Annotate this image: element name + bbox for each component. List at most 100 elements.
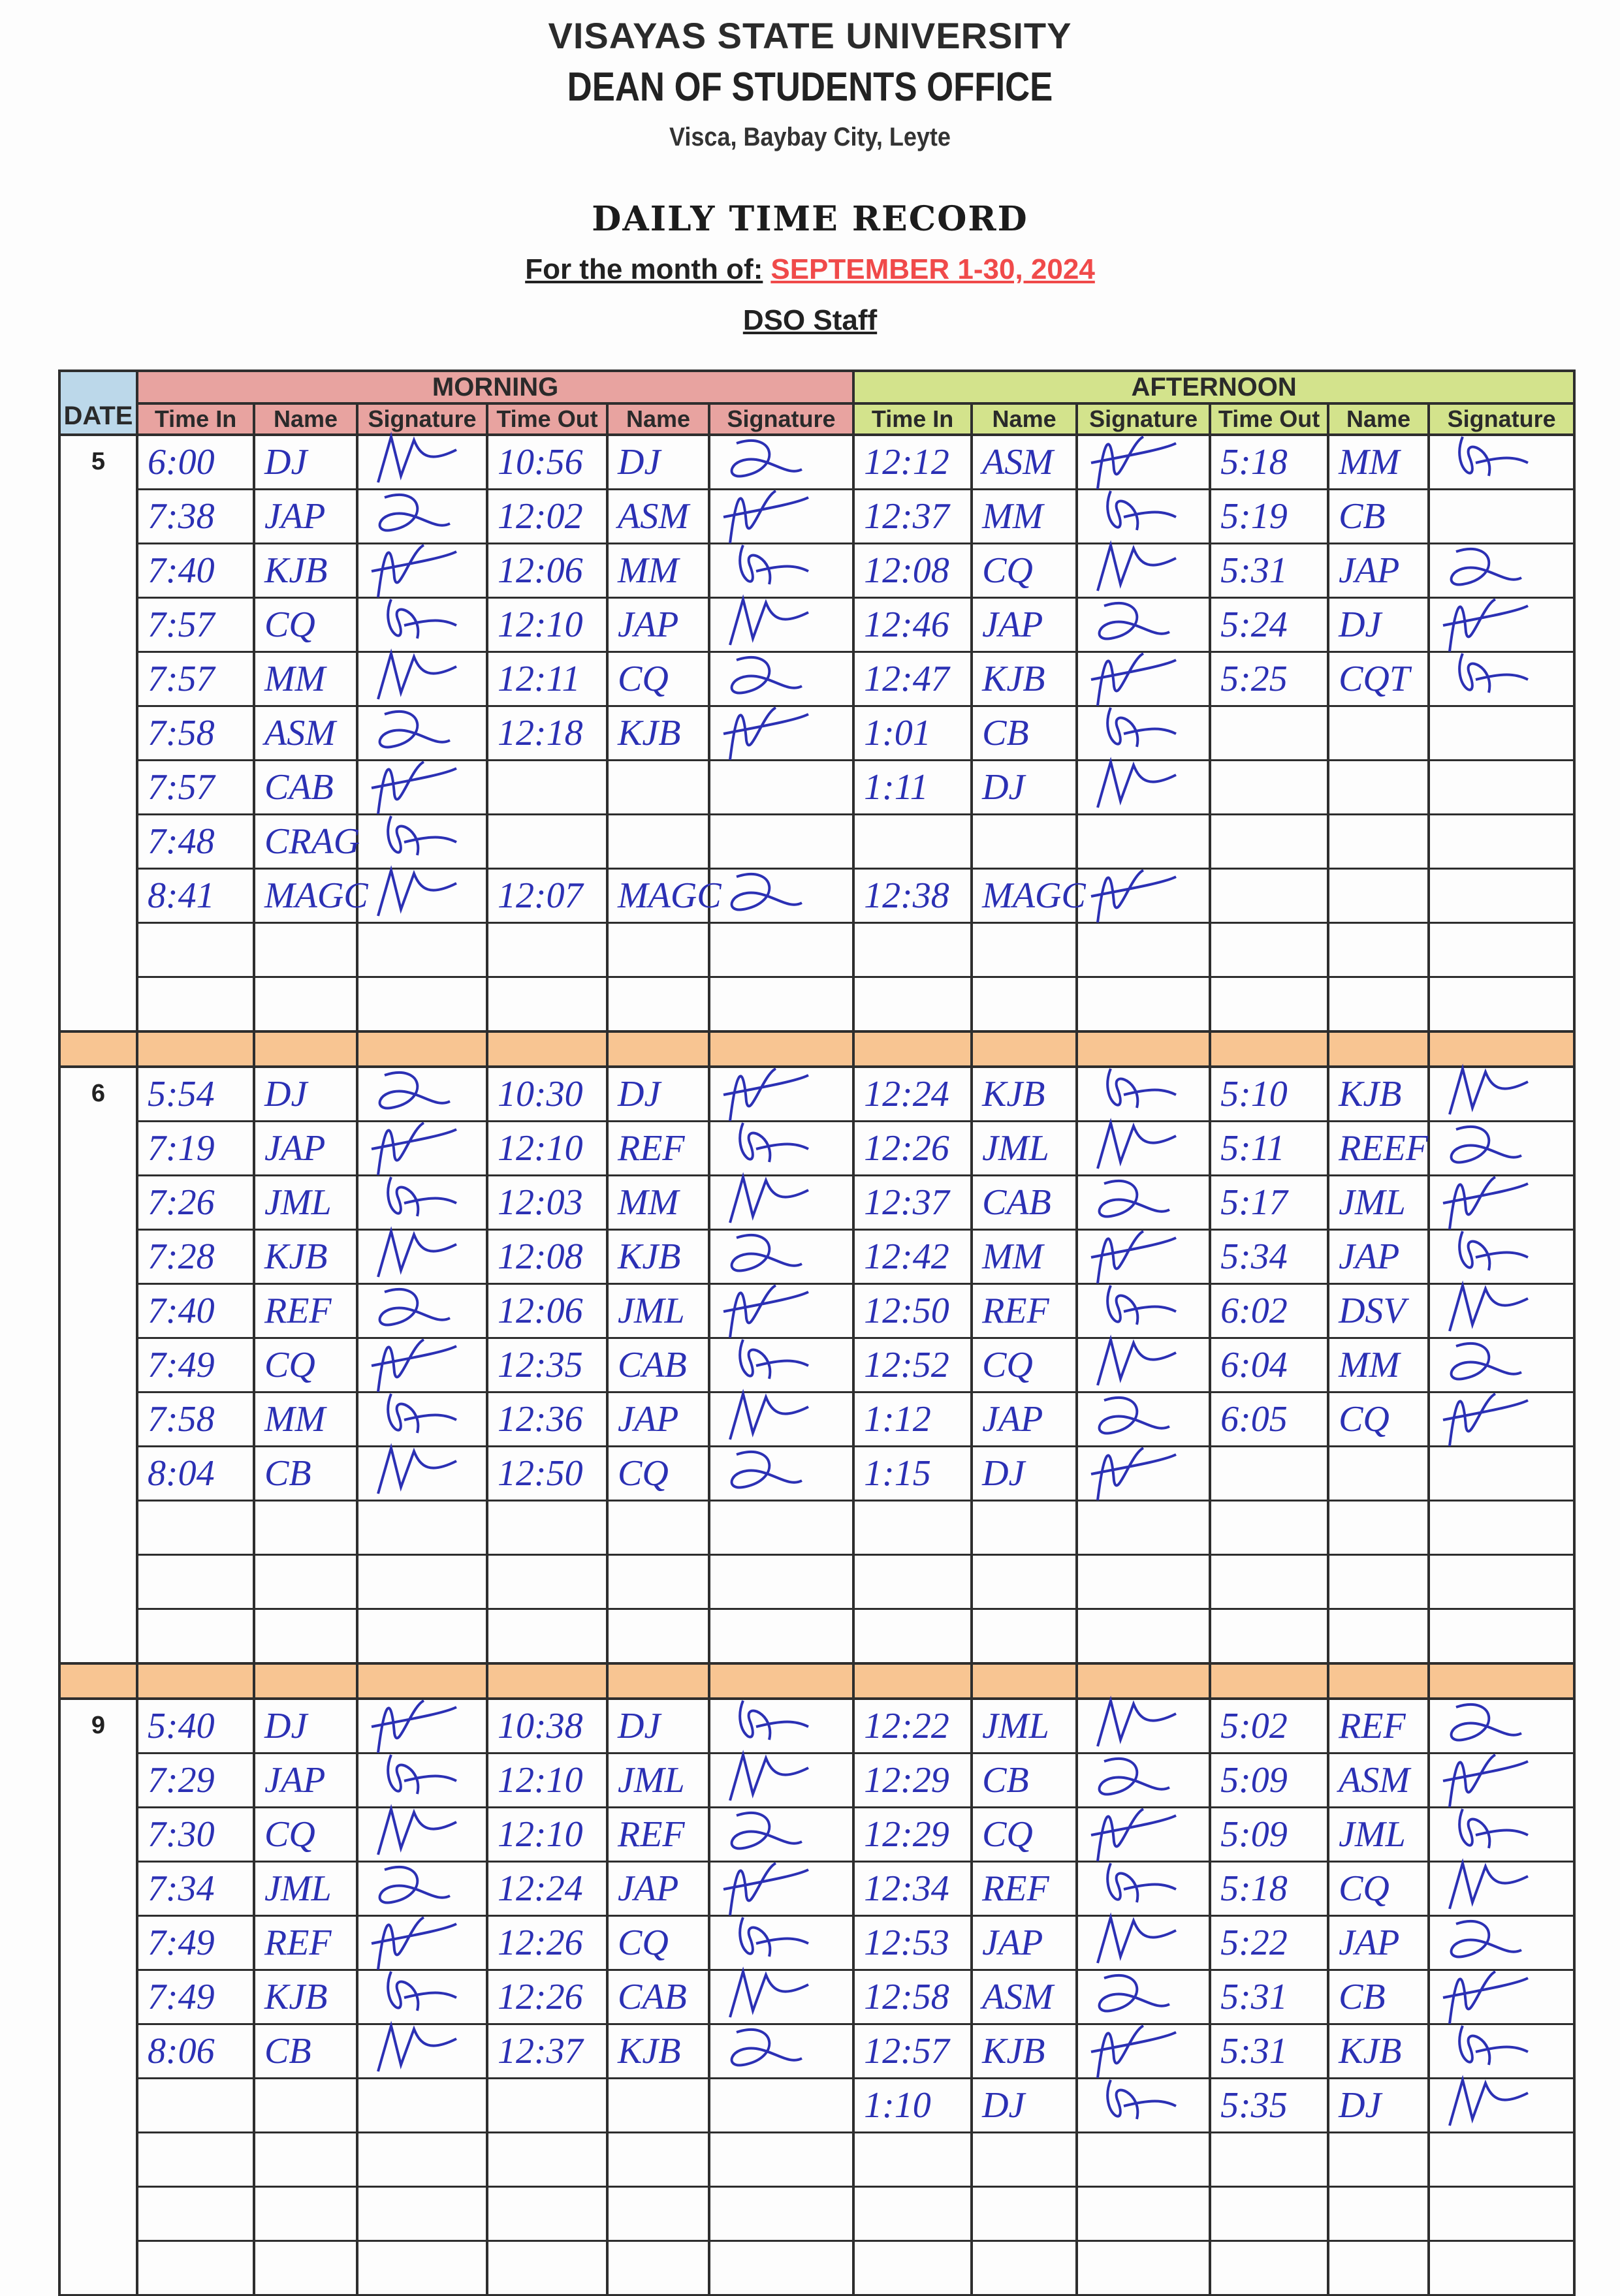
month-label: For the month of: [525, 253, 763, 285]
signature-cell [356, 488, 488, 544]
name-cell: DJ [606, 1697, 710, 1754]
time-out-cell [486, 1554, 609, 1610]
signature-cell [1075, 922, 1212, 978]
handwritten-signature [1458, 653, 1529, 693]
handwritten-signature [1458, 1808, 1529, 1849]
name-cell [253, 976, 358, 1033]
handwritten-signature [387, 599, 457, 639]
signature-cell [356, 1065, 488, 1122]
handwritten-signature [1442, 598, 1529, 652]
separator-cell [58, 1662, 138, 1700]
date-header: DATE [58, 370, 138, 436]
name-cell: CQ [970, 1337, 1079, 1393]
name-cell: JML [253, 1861, 358, 1917]
signature-cell [356, 1861, 488, 1917]
time-out-cell: 12:10 [486, 1752, 609, 1808]
office-address: Visca, Baybay City, Leyte [669, 123, 951, 151]
name-cell: KJB [970, 1065, 1079, 1122]
time-out-cell: 5:19 [1209, 488, 1330, 544]
signature-cell [707, 1608, 855, 1665]
signature-cell [1427, 1858, 1576, 1917]
handwritten-signature [1448, 1858, 1529, 1910]
signature-cell [1427, 2131, 1576, 2188]
signature-cell [707, 2077, 855, 2133]
time-out-cell: 10:56 [486, 433, 609, 490]
time-in-cell: 7:57 [136, 597, 255, 653]
signature-cell [1427, 488, 1576, 544]
name-cell: ASM [970, 433, 1079, 490]
time-out-cell [1209, 813, 1330, 870]
table-row: 7:49 KJB 12:26 CAB 12:58 ASM 5:31 CB [59, 1966, 1576, 2025]
signature-cell [707, 1750, 855, 1808]
column-header-signature: Signature [1075, 402, 1212, 436]
time-in-cell: 7:34 [136, 1861, 255, 1917]
name-cell [606, 813, 710, 870]
signature-cell [356, 597, 488, 653]
name-cell: JML [970, 1120, 1079, 1176]
name-cell [970, 1554, 1079, 1610]
name-cell: MM [970, 488, 1079, 544]
table-row: 7:38 JAP 12:02 ASM 12:37 MM 5:19 CB [59, 488, 1576, 544]
signature-cell [707, 1500, 855, 1556]
name-cell: KJB [606, 1229, 710, 1285]
separator-cell [136, 1030, 255, 1068]
signature-cell [707, 433, 855, 490]
signature-cell [356, 865, 488, 924]
time-out-cell: 5:11 [1209, 1120, 1330, 1176]
time-out-cell [486, 2131, 609, 2188]
time-in-cell: 7:19 [136, 1120, 255, 1176]
name-cell: CB [253, 2023, 358, 2079]
time-out-cell: 5:10 [1209, 1065, 1330, 1122]
time-in-cell: 12:37 [852, 488, 974, 544]
signature-cell [707, 1337, 855, 1393]
name-cell [253, 2131, 358, 2188]
handwritten-signature [1090, 869, 1177, 923]
name-cell: REF [606, 1806, 710, 1863]
signature-cell [1427, 922, 1576, 978]
signature-cell [1075, 1445, 1212, 1502]
name-cell [606, 2186, 710, 2242]
handwritten-signature [1442, 1753, 1529, 1808]
name-cell [970, 1608, 1079, 1665]
signature-cell [1075, 757, 1212, 815]
separator-cell [970, 1662, 1079, 1700]
time-in-cell [136, 1608, 255, 1665]
signature-cell [1427, 2075, 1576, 2133]
signature-cell [1427, 1915, 1576, 1971]
handwritten-signature [1448, 2075, 1529, 2126]
name-cell [970, 922, 1079, 978]
afternoon-header: AFTERNOON [852, 370, 1576, 405]
separator-cell [970, 1030, 1079, 1068]
handwritten-signature [729, 1172, 809, 1223]
signature-cell [1075, 1118, 1212, 1176]
name-cell: KJB [253, 543, 358, 599]
signature-cell [1427, 433, 1576, 490]
time-in-cell [136, 1500, 255, 1556]
name-cell: CQ [970, 543, 1079, 599]
signature-cell [707, 759, 855, 815]
handwritten-signature [378, 493, 451, 532]
handwritten-signature [739, 1339, 809, 1379]
signature-cell [356, 1174, 488, 1231]
signature-cell [1427, 1608, 1576, 1665]
name-cell: CQ [606, 1445, 710, 1502]
signature-cell [356, 2021, 488, 2079]
time-in-cell: 7:49 [136, 1337, 255, 1393]
signature-cell [1427, 1229, 1576, 1285]
column-header-signature: Signature [356, 402, 488, 436]
document-title: DAILY TIME RECORD [592, 199, 1028, 239]
signature-cell [707, 1697, 855, 1754]
time-out-cell: 12:06 [486, 1283, 609, 1339]
handwritten-signature [1098, 1396, 1170, 1435]
day-separator [58, 1662, 1576, 1700]
name-cell: REF [606, 1120, 710, 1176]
table-row: 7:57 CAB 1:11 DJ [59, 757, 1576, 815]
signature-cell [1075, 2131, 1212, 2188]
handwritten-signature [723, 1862, 809, 1916]
name-cell [253, 1554, 358, 1610]
time-in-cell: 1:11 [852, 759, 974, 815]
handwritten-signature [730, 1233, 802, 1272]
separator-cell [486, 1030, 609, 1068]
name-cell: JAP [970, 1391, 1079, 1447]
handwritten-signature [1096, 1695, 1177, 1747]
